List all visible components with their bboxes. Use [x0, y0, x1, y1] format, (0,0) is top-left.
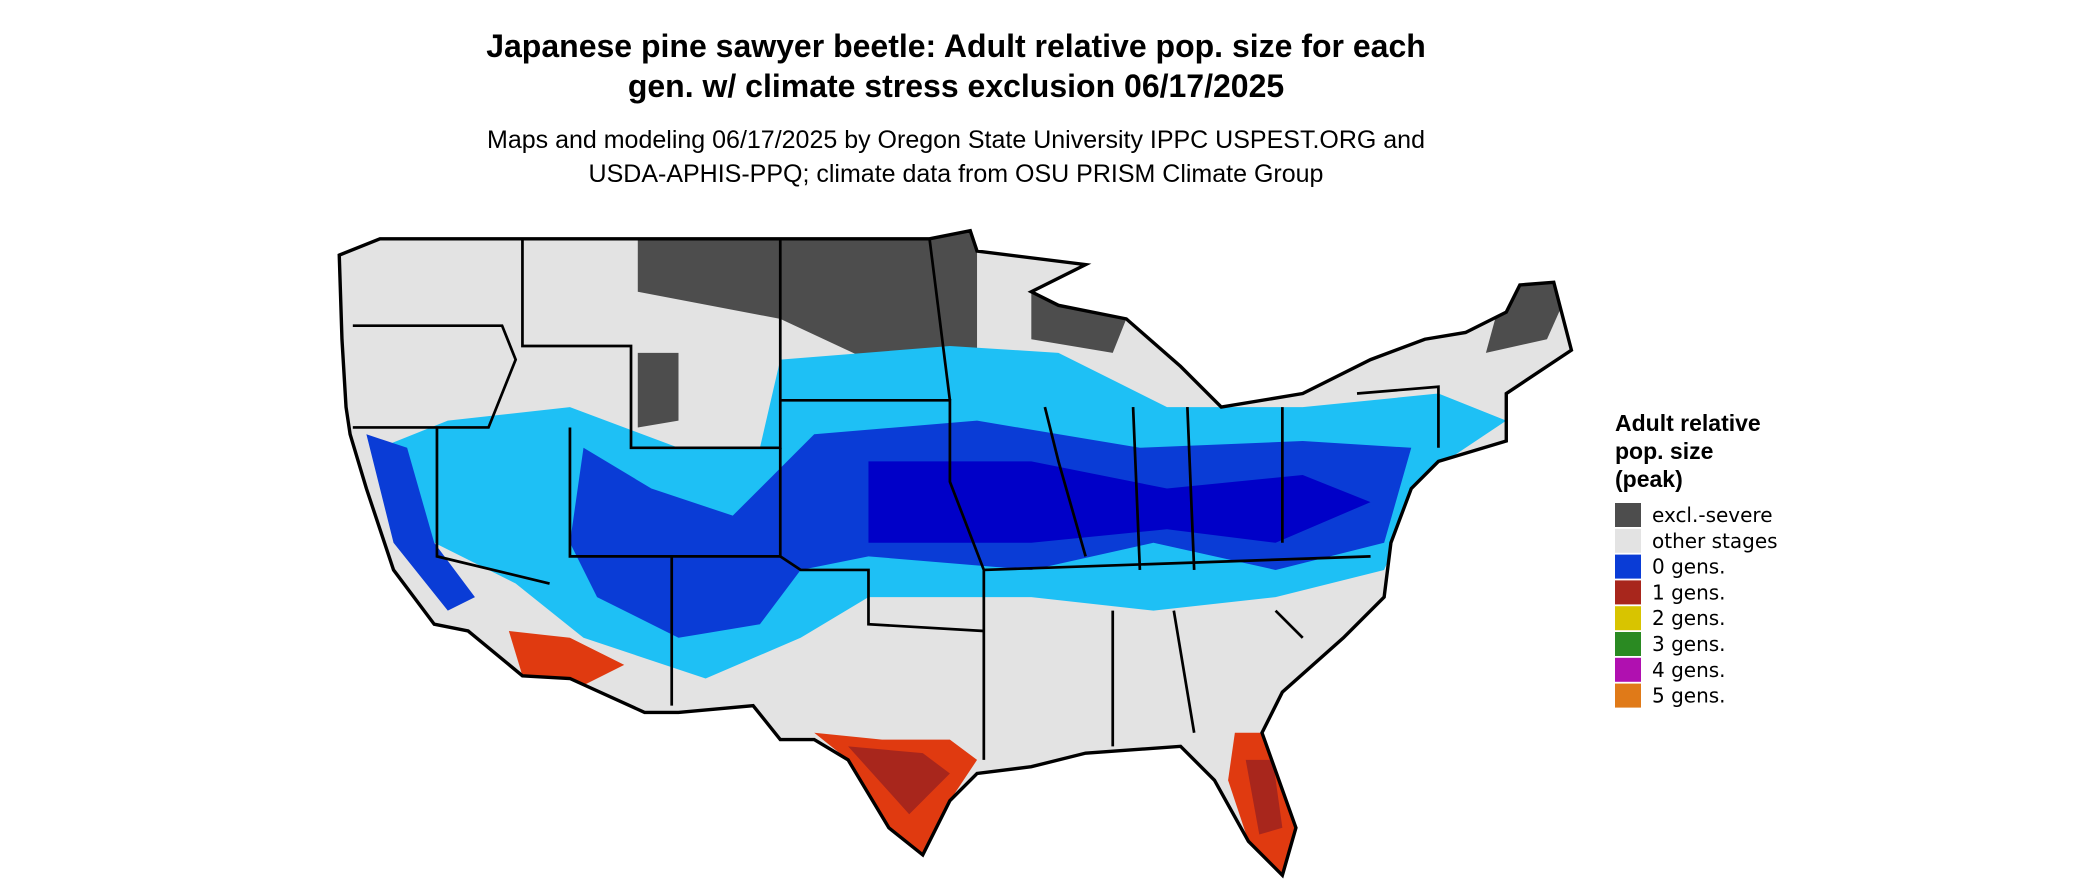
region-high — [868, 461, 1371, 543]
region-gens — [508, 631, 625, 686]
legend-label: 1 gens. — [1652, 580, 1726, 604]
region-gens — [848, 746, 950, 815]
header: Japanese pine sawyer beetle: Adult relat… — [486, 28, 1426, 188]
legend-title-line: (peak) — [1615, 466, 1683, 492]
subtitle-line: USDA-APHIS-PPQ; climate data from OSU PR… — [589, 160, 1324, 188]
map — [337, 228, 1574, 879]
legend-label: 5 gens. — [1652, 684, 1726, 708]
region-gens — [1245, 759, 1283, 835]
region-mid — [366, 434, 475, 611]
region-excluded — [637, 230, 978, 374]
legend-swatch — [1615, 503, 1641, 527]
title-line: Japanese pine sawyer beetle: Adult relat… — [486, 28, 1426, 64]
legend-swatch — [1615, 683, 1641, 708]
legend-label: 3 gens. — [1652, 632, 1726, 656]
legend-swatch — [1615, 528, 1641, 553]
legend-title-line: pop. size — [1615, 438, 1713, 464]
subtitle-line: Maps and modeling 06/17/2025 by Oregon S… — [487, 126, 1425, 154]
legend-swatch — [1615, 554, 1641, 579]
legend-label: 4 gens. — [1652, 658, 1726, 682]
legend-swatch — [1615, 606, 1641, 631]
legend-label: excl.-severe — [1652, 503, 1773, 527]
legend-swatch — [1615, 657, 1641, 682]
legend-label: 0 gens. — [1652, 555, 1726, 579]
legend-label: 2 gens. — [1652, 606, 1726, 630]
region-excluded — [1031, 291, 1127, 353]
map-fill — [339, 230, 1572, 876]
legend-label: other stages — [1652, 529, 1778, 553]
legend-swatch — [1615, 632, 1641, 656]
state-borders — [352, 237, 1440, 760]
country-border — [337, 228, 1574, 879]
region-excluded — [637, 352, 679, 428]
title-line: gen. w/ climate stress exclusion 06/17/2… — [628, 68, 1284, 104]
legend-title-line: Adult relative — [1615, 410, 1761, 436]
legend-swatch — [1615, 580, 1641, 605]
